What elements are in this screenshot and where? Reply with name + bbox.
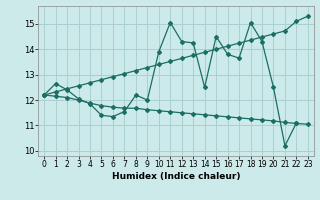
X-axis label: Humidex (Indice chaleur): Humidex (Indice chaleur) bbox=[112, 172, 240, 181]
